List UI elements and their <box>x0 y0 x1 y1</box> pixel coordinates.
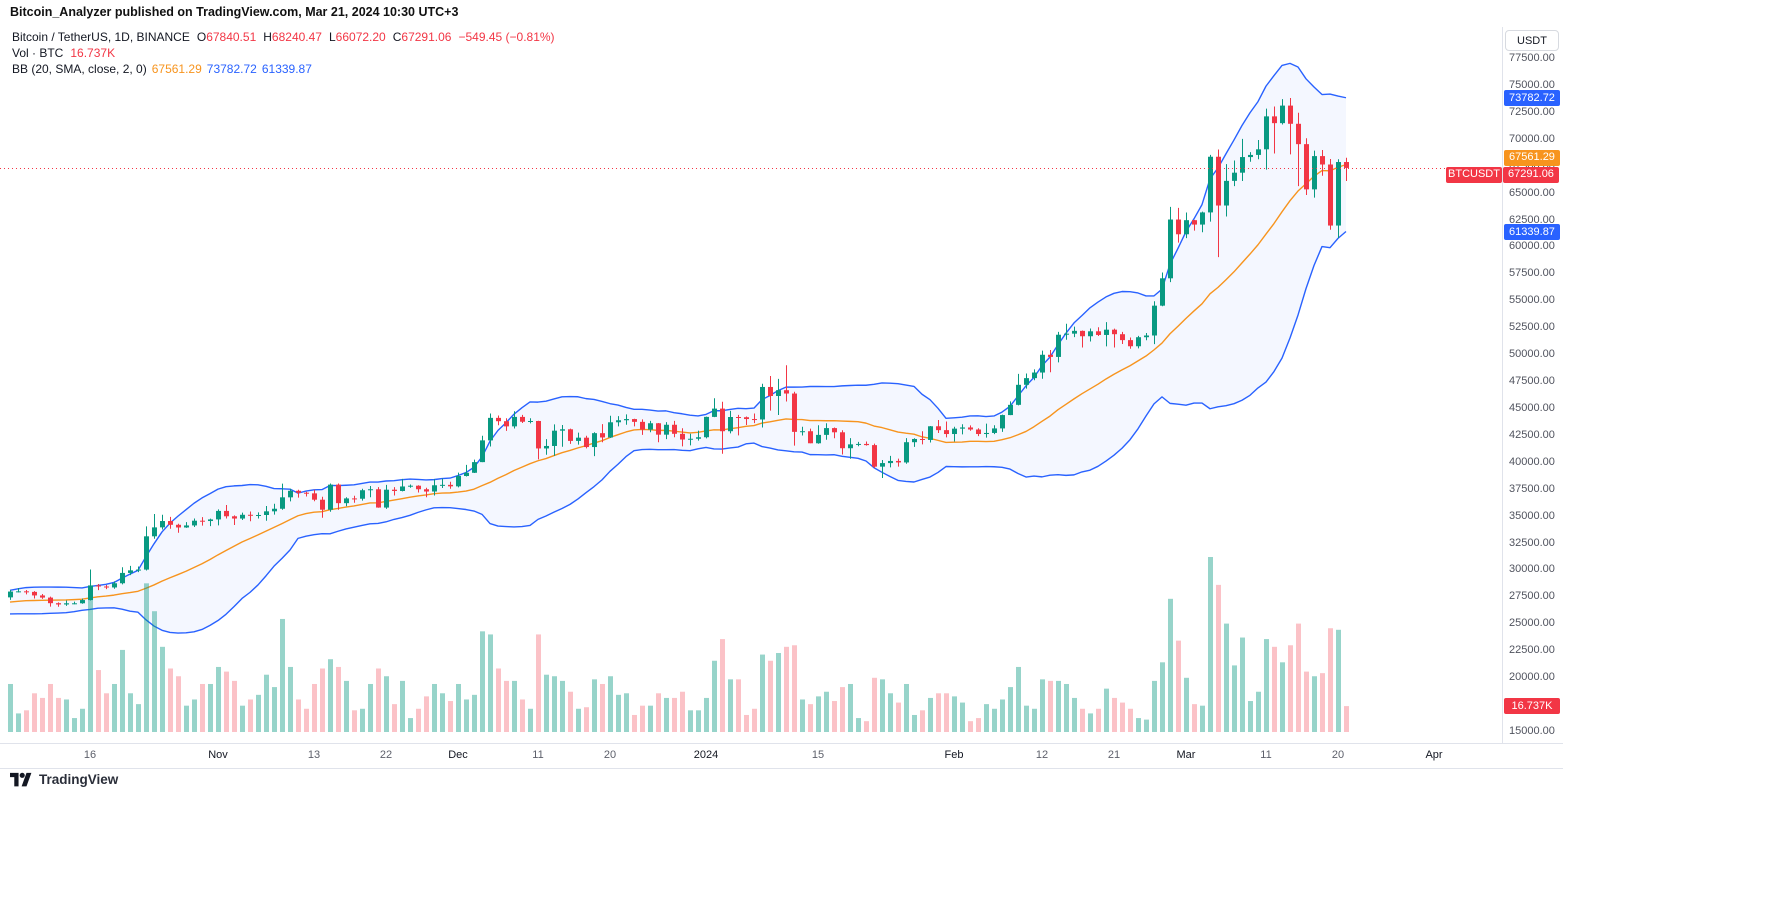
time-tick: 11 <box>1260 749 1272 761</box>
price-tick: 77500.00 <box>1509 52 1555 64</box>
price-tick: 15000.00 <box>1509 725 1555 737</box>
time-tick: Dec <box>448 749 468 761</box>
price-tick: 22500.00 <box>1509 644 1555 657</box>
time-tick: 2024 <box>693 749 719 761</box>
close-value: 67291.06 <box>401 30 452 44</box>
price-tick: 57500.00 <box>1509 267 1555 280</box>
time-tick: 15 <box>811 749 825 761</box>
volume-value: 16.737K <box>70 46 116 60</box>
price-tick: 72500.00 <box>1509 105 1555 118</box>
price-tick: 50000.00 <box>1509 348 1555 361</box>
price-tick: 65000.00 <box>1509 186 1555 199</box>
price-axis[interactable]: USDT 77500.00 75000.00 72500.00 70000.00 675… <box>1503 27 1563 743</box>
time-tick: Mar <box>1176 749 1196 761</box>
bb-upper-price-label: 73782.72 <box>1504 90 1560 107</box>
time-tick: 12 <box>1035 749 1049 761</box>
tradingview-logo-icon[interactable] <box>10 770 32 788</box>
volume-axis-label: 16.737K <box>1504 698 1560 715</box>
high-label: H <box>263 30 272 44</box>
footer: TradingView <box>10 770 118 788</box>
time-tick: 20 <box>603 749 617 761</box>
time-tick: Nov <box>208 749 228 761</box>
price-tick: 20000.00 <box>1509 671 1555 684</box>
price-chart-canvas[interactable] <box>0 27 1502 743</box>
change-value: −549.45 (−0.81%) <box>458 30 555 44</box>
axis-divider <box>1502 27 1503 743</box>
price-tick: 75000.00 <box>1509 78 1555 91</box>
time-tick: 22 <box>379 749 393 761</box>
price-tick: 52500.00 <box>1509 321 1555 334</box>
chart-legend: Bitcoin / TetherUS, 1D, BINANCE O67840.51… <box>12 30 555 78</box>
low-value: 66072.20 <box>335 30 386 44</box>
price-tick: 45000.00 <box>1509 401 1555 414</box>
close-label: C <box>392 30 402 44</box>
bb-upper-value: 73782.72 <box>206 62 257 76</box>
price-tick: 37500.00 <box>1509 482 1555 495</box>
time-tick: 11 <box>532 749 544 761</box>
symbol-legend-row: Bitcoin / TetherUS, 1D, BINANCE O67840.51… <box>12 30 555 45</box>
price-tick: 32500.00 <box>1509 536 1555 549</box>
price-tick: 40000.00 <box>1509 455 1555 468</box>
time-tick: 16 <box>83 749 97 761</box>
symbol-title[interactable]: Bitcoin / TetherUS, 1D, BINANCE <box>12 30 190 44</box>
time-tick: Feb <box>944 749 964 761</box>
high-value: 68240.47 <box>271 30 322 44</box>
price-tick: 60000.00 <box>1509 240 1555 253</box>
price-tick: 42500.00 <box>1509 428 1555 441</box>
last-price-label-row: BTCUSDT 67291.06 <box>1446 166 1559 183</box>
price-tick: 35000.00 <box>1509 509 1555 522</box>
volume-legend-row: Vol · BTC 16.737K <box>12 46 555 61</box>
price-tick: 30000.00 <box>1509 563 1555 576</box>
bb-indicator-label[interactable]: BB (20, SMA, close, 2, 0) <box>12 62 147 76</box>
bb-basis-value: 67561.29 <box>151 62 202 76</box>
bb-legend-row: BB (20, SMA, close, 2, 0) 67561.29 73782.7… <box>12 62 555 77</box>
time-tick: 21 <box>1107 749 1121 761</box>
symbol-tag-label: BTCUSDT <box>1446 166 1502 183</box>
price-tick: 70000.00 <box>1509 132 1555 145</box>
time-tick: 20 <box>1331 749 1345 761</box>
bb-lower-value: 61339.87 <box>261 62 312 76</box>
last-price-label: 67291.06 <box>1503 166 1559 183</box>
publish-header: Bitcoin_Analyzer published on TradingVie… <box>10 5 459 19</box>
open-value: 67840.51 <box>206 30 257 44</box>
bb-basis-price-label: 67561.29 <box>1504 149 1560 166</box>
price-tick: 25000.00 <box>1509 617 1555 630</box>
volume-label[interactable]: Vol · BTC <box>12 46 64 60</box>
time-tick: Apr <box>1425 749 1443 761</box>
low-label: L <box>328 30 336 44</box>
tradingview-brand[interactable]: TradingView <box>39 771 119 787</box>
bb-lower-price-label: 61339.87 <box>1504 224 1560 240</box>
price-tick: 47500.00 <box>1509 375 1555 388</box>
price-tick: 27500.00 <box>1509 590 1555 603</box>
open-label: O <box>196 30 207 44</box>
price-tick: 55000.00 <box>1509 294 1555 307</box>
currency-button[interactable]: USDT <box>1505 30 1559 51</box>
time-tick: 13 <box>307 749 321 761</box>
time-axis[interactable]: 16 Nov 13 22 Dec 11 20 2024 15 Feb 12 21 Mar 11 20 Apr <box>0 743 1563 769</box>
price-tick: 62500.00 <box>1509 213 1555 226</box>
